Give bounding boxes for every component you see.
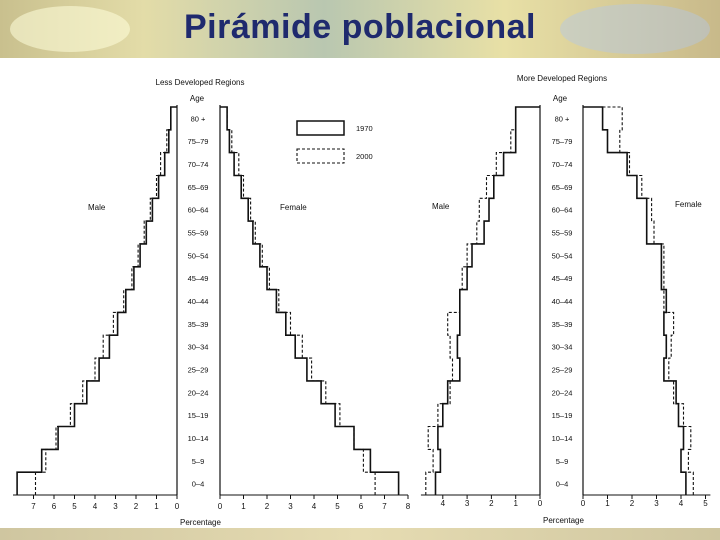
- age-axis-label: Age: [190, 94, 205, 103]
- age-tick-label: 25–29: [552, 365, 573, 374]
- age-tick-label: 0–4: [556, 480, 569, 489]
- male-tick-label: 0: [538, 499, 543, 508]
- title-banner: [0, 0, 720, 58]
- age-tick-label: 35–39: [552, 320, 573, 329]
- age-tick-label: 40–44: [552, 297, 573, 306]
- age-tick-label: 30–34: [552, 343, 573, 352]
- age-tick-label: 80 +: [191, 114, 206, 123]
- age-tick-label: 15–19: [552, 411, 573, 420]
- legend-swatch-2000: [296, 148, 345, 164]
- age-tick-label: 55–59: [552, 229, 573, 238]
- age-tick-label: 15–19: [188, 411, 209, 420]
- legend-swatch-1970: [296, 120, 345, 136]
- page-title: Pirámide poblacional: [184, 8, 536, 46]
- population-pyramids: Less Developed Regions Age Male Female 0–4 5–…: [13, 74, 711, 527]
- female-tick-label: 3: [654, 499, 659, 508]
- female-tick-label: 2: [630, 499, 635, 508]
- male-tick-label: 3: [113, 502, 118, 511]
- female-label: Female: [280, 203, 307, 212]
- age-tick-label: 0–4: [192, 480, 205, 489]
- age-tick-label: 65–69: [188, 183, 209, 192]
- age-tick-label: 75–79: [552, 137, 573, 146]
- age-tick-label: 45–49: [188, 274, 209, 283]
- female-tick-label: 4: [679, 499, 684, 508]
- male-series-2000: [425, 106, 540, 495]
- legend-label: 1970: [356, 124, 373, 133]
- age-tick-label: 70–74: [552, 160, 573, 169]
- age-tick-label: 45–49: [552, 274, 573, 283]
- age-tick-label: 50–54: [552, 251, 573, 260]
- age-tick-label: 40–44: [188, 297, 209, 306]
- male-tick-label: 4: [93, 502, 98, 511]
- female-tick-label: 5: [703, 499, 708, 508]
- female-tick-label: 3: [288, 502, 293, 511]
- age-axis-label: Age: [553, 94, 568, 103]
- age-tick-label: 5–9: [192, 457, 205, 466]
- bottom-decoration: [0, 528, 720, 540]
- female-series-1970: [220, 106, 400, 495]
- female-tick-label: 2: [265, 502, 270, 511]
- male-tick-label: 1: [154, 502, 159, 511]
- male-tick-label: 3: [465, 499, 470, 508]
- age-tick-label: 25–29: [188, 365, 209, 374]
- age-tick-label: 50–54: [188, 251, 209, 260]
- male-label: Male: [88, 203, 106, 212]
- age-tick-label: 60–64: [552, 206, 573, 215]
- chart-title: Less Developed Regions: [156, 78, 245, 87]
- male-tick-label: 2: [134, 502, 139, 511]
- age-tick-label: 80 +: [555, 114, 570, 123]
- legend-label: 2000: [356, 152, 373, 161]
- female-series-1970: [583, 106, 687, 495]
- female-tick-label: 6: [359, 502, 364, 511]
- banner-decoration: [560, 4, 710, 54]
- male-series-1970: [434, 106, 540, 495]
- female-tick-label: 5: [335, 502, 340, 511]
- female-series-2000: [220, 106, 376, 495]
- male-series-2000: [34, 106, 177, 495]
- age-tick-label: 20–24: [188, 388, 209, 397]
- age-tick-label: 35–39: [188, 320, 209, 329]
- female-tick-label: 0: [218, 502, 223, 511]
- female-label: Female: [675, 200, 702, 209]
- female-tick-label: 0: [581, 499, 586, 508]
- male-tick-label: 7: [31, 502, 36, 511]
- female-tick-label: 8: [406, 502, 411, 511]
- chart-title: More Developed Regions: [517, 74, 607, 83]
- male-tick-label: 6: [52, 502, 57, 511]
- male-tick-label: 1: [513, 499, 518, 508]
- female-tick-label: 4: [312, 502, 317, 511]
- age-tick-label: 30–34: [188, 343, 209, 352]
- female-tick-label: 7: [382, 502, 387, 511]
- female-tick-label: 1: [605, 499, 610, 508]
- age-tick-label: 70–74: [188, 160, 209, 169]
- male-label: Male: [432, 202, 450, 211]
- female-series-2000: [583, 106, 694, 495]
- age-tick-label: 10–14: [188, 434, 209, 443]
- male-tick-label: 4: [441, 499, 446, 508]
- age-tick-label: 20–24: [552, 388, 573, 397]
- banner-decoration: [10, 6, 130, 52]
- male-tick-label: 5: [72, 502, 77, 511]
- male-tick-label: 0: [175, 502, 180, 511]
- age-tick-label: 10–14: [552, 434, 573, 443]
- male-tick-label: 2: [489, 499, 494, 508]
- age-tick-label: 60–64: [188, 206, 209, 215]
- percentage-axis-label: Percentage: [180, 518, 221, 527]
- female-tick-label: 1: [241, 502, 246, 511]
- age-tick-label: 65–69: [552, 183, 573, 192]
- age-tick-label: 5–9: [556, 457, 569, 466]
- age-tick-label: 55–59: [188, 229, 209, 238]
- age-tick-label: 75–79: [188, 137, 209, 146]
- male-series-1970: [16, 106, 177, 495]
- percentage-axis-label: Percentage: [543, 516, 584, 525]
